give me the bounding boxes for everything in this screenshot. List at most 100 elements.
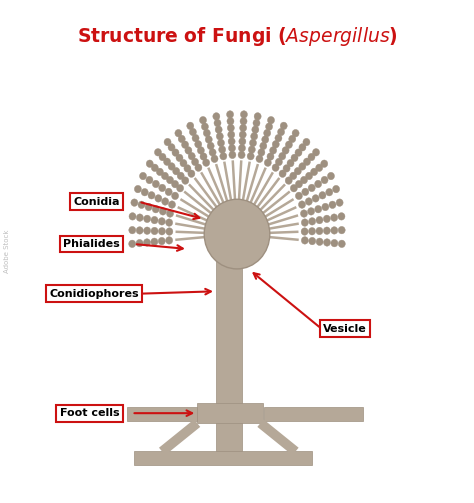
Circle shape: [280, 122, 287, 130]
Circle shape: [323, 227, 330, 234]
Circle shape: [278, 128, 284, 136]
Circle shape: [175, 129, 182, 137]
Circle shape: [148, 192, 155, 199]
Circle shape: [144, 239, 150, 246]
Circle shape: [285, 177, 292, 184]
Circle shape: [292, 129, 299, 137]
Circle shape: [283, 164, 290, 172]
Circle shape: [155, 148, 162, 156]
Circle shape: [215, 126, 222, 133]
Circle shape: [256, 155, 263, 162]
Circle shape: [203, 129, 210, 137]
Circle shape: [197, 147, 204, 154]
Circle shape: [279, 170, 286, 178]
Circle shape: [218, 139, 225, 147]
Circle shape: [200, 117, 207, 124]
Circle shape: [220, 152, 227, 160]
Circle shape: [240, 118, 247, 125]
Circle shape: [159, 184, 166, 192]
Circle shape: [287, 159, 294, 167]
FancyBboxPatch shape: [264, 407, 363, 421]
Circle shape: [289, 135, 296, 143]
Circle shape: [168, 201, 175, 208]
Circle shape: [308, 184, 315, 192]
Circle shape: [177, 172, 184, 180]
Circle shape: [187, 122, 194, 130]
Circle shape: [128, 240, 136, 247]
Circle shape: [151, 238, 158, 245]
Circle shape: [207, 142, 214, 150]
Circle shape: [191, 158, 199, 165]
Circle shape: [239, 131, 246, 138]
Circle shape: [165, 219, 173, 226]
Circle shape: [172, 181, 179, 188]
Circle shape: [301, 228, 308, 235]
Circle shape: [168, 162, 175, 170]
Circle shape: [253, 119, 260, 127]
Circle shape: [315, 180, 322, 188]
Circle shape: [309, 218, 316, 225]
Circle shape: [185, 147, 192, 154]
Circle shape: [267, 117, 274, 124]
FancyBboxPatch shape: [134, 452, 312, 465]
Circle shape: [155, 195, 162, 202]
Circle shape: [312, 148, 319, 156]
Circle shape: [295, 149, 302, 156]
Circle shape: [240, 124, 246, 132]
Circle shape: [158, 218, 165, 225]
Circle shape: [323, 215, 330, 223]
Circle shape: [338, 240, 346, 247]
Circle shape: [216, 133, 223, 140]
Circle shape: [301, 219, 309, 226]
Circle shape: [164, 158, 171, 165]
Circle shape: [162, 172, 168, 180]
Circle shape: [144, 215, 151, 223]
Circle shape: [238, 144, 246, 152]
Circle shape: [180, 159, 187, 167]
Circle shape: [141, 189, 148, 196]
FancyBboxPatch shape: [127, 407, 197, 421]
Circle shape: [270, 147, 277, 154]
Circle shape: [321, 176, 328, 184]
Circle shape: [152, 180, 159, 188]
Circle shape: [159, 208, 166, 215]
Circle shape: [165, 237, 173, 244]
Circle shape: [262, 136, 269, 143]
Circle shape: [309, 237, 316, 245]
Circle shape: [182, 141, 189, 148]
Circle shape: [315, 205, 322, 213]
Circle shape: [214, 119, 221, 127]
Circle shape: [249, 139, 256, 147]
Circle shape: [159, 153, 166, 161]
Circle shape: [162, 198, 169, 205]
Circle shape: [228, 138, 235, 145]
Circle shape: [165, 188, 172, 196]
Circle shape: [316, 227, 323, 235]
Circle shape: [177, 185, 183, 192]
Circle shape: [312, 195, 319, 202]
Circle shape: [272, 140, 279, 148]
Circle shape: [338, 213, 345, 220]
Circle shape: [333, 186, 339, 193]
Text: Structure of Fungi ($\it{Aspergillus}$): Structure of Fungi ($\it{Aspergillus}$): [76, 25, 398, 48]
Circle shape: [321, 160, 328, 167]
Circle shape: [129, 226, 136, 234]
Circle shape: [188, 170, 195, 178]
Circle shape: [291, 185, 297, 192]
Circle shape: [166, 210, 173, 217]
Circle shape: [251, 133, 258, 140]
Circle shape: [151, 216, 158, 224]
Circle shape: [299, 201, 306, 208]
Circle shape: [213, 113, 220, 120]
Circle shape: [248, 146, 255, 153]
Circle shape: [172, 192, 179, 200]
Circle shape: [331, 227, 338, 234]
Circle shape: [295, 181, 302, 188]
Circle shape: [306, 172, 312, 180]
Text: Vesicle: Vesicle: [323, 323, 366, 333]
Circle shape: [195, 164, 202, 172]
Circle shape: [229, 151, 236, 158]
Circle shape: [200, 153, 207, 160]
Circle shape: [146, 160, 153, 167]
Circle shape: [301, 237, 309, 244]
